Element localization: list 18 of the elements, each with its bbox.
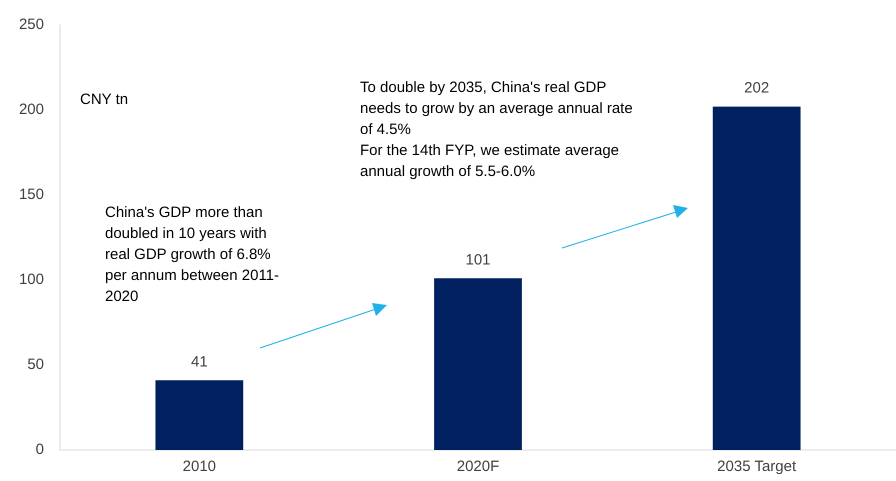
x-tick-label: 2035 Target xyxy=(717,458,797,476)
bar xyxy=(434,278,522,450)
data-label: 202 xyxy=(744,80,770,97)
annotation: China's GDP more than doubled in 10 years with real GDP growth of 6.8% per annum between 2011- 2020 xyxy=(105,204,280,306)
y-tick-label: 150 xyxy=(18,186,44,204)
y-tick-label: 100 xyxy=(18,271,44,288)
annotation: CNY tn xyxy=(80,91,128,108)
bar xyxy=(712,106,801,450)
y-tick-label: 200 xyxy=(18,101,44,118)
bar xyxy=(155,380,244,450)
data-label: 41 xyxy=(190,353,208,370)
data-label: 101 xyxy=(465,251,491,268)
x-tick-label: 2020F xyxy=(456,458,500,476)
annotation: To double by 2035, China's real GDP needs to grow by an average annual rate of 4.5% For the 14th FYP, we estimate average annual growth of 5.5-6.0% xyxy=(360,79,633,180)
x-tick-label: 2010 xyxy=(182,458,216,476)
y-tick-label: 50 xyxy=(27,356,44,374)
y-tick-label: 0 xyxy=(36,441,44,458)
y-tick-label: 250 xyxy=(18,16,44,34)
